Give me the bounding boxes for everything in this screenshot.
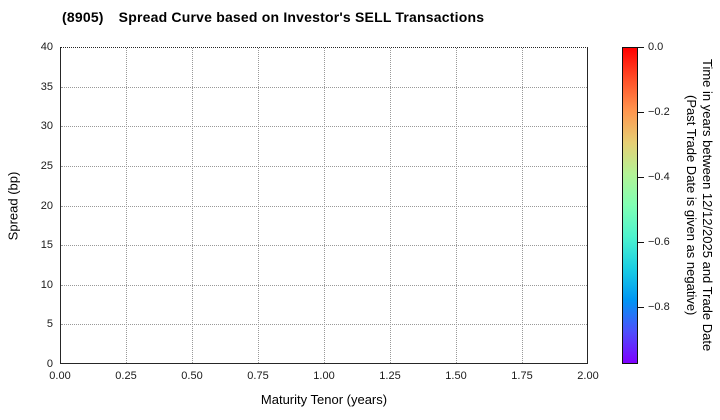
- colorbar-tick-label: −0.6: [648, 236, 670, 249]
- ticker-code: (8905): [62, 9, 104, 25]
- x-tick-label: 1.50: [445, 370, 467, 382]
- y-axis-label: Spread (bp): [5, 171, 21, 241]
- gridline-horizontal: [61, 245, 587, 247]
- chart-title: (8905) Spread Curve based on Investor's S…: [62, 9, 484, 25]
- y-tick-label: 20: [40, 199, 53, 212]
- x-tick-label: 0.75: [247, 370, 269, 382]
- x-tick-label: 1.75: [511, 370, 533, 382]
- x-tick-label: 1.25: [379, 370, 401, 382]
- gridline-horizontal: [61, 324, 587, 326]
- colorbar-tick: [638, 307, 644, 308]
- y-tick-label: 40: [40, 41, 53, 53]
- gridline-horizontal: [61, 165, 587, 167]
- y-tick-label: 35: [40, 80, 53, 93]
- colorbar-label-line1: Time in years between 12/12/2025 and Tra…: [700, 59, 715, 352]
- gridline-horizontal: [61, 86, 587, 88]
- x-tick-label: 2.00: [577, 370, 599, 382]
- gridline-horizontal: [61, 284, 587, 286]
- colorbar-axis-label: Time in years between 12/12/2025 and Tra…: [683, 47, 715, 364]
- colorbar-tick: [638, 177, 644, 178]
- colorbar-tick-label: 0.0: [648, 41, 664, 53]
- colorbar-tick-label: −0.8: [648, 301, 670, 314]
- gridline-horizontal: [61, 205, 587, 207]
- y-tick-label: 30: [40, 120, 53, 133]
- colorbar-label-line2: (Past Trade Date is given as negative): [684, 95, 699, 316]
- colorbar-tick-label: −0.2: [648, 106, 670, 119]
- y-tick-label: 5: [46, 318, 53, 331]
- colorbar-tick-label: −0.4: [648, 171, 670, 184]
- gridline-horizontal: [61, 126, 587, 128]
- colorbar-tick: [638, 47, 644, 48]
- chart-title-text: Spread Curve based on Investor's SELL Tr…: [118, 9, 485, 25]
- plot-area: [60, 47, 588, 364]
- colorbar: [622, 47, 638, 364]
- y-tick-label: 0: [46, 358, 53, 370]
- x-tick-label: 0.50: [181, 370, 203, 382]
- x-tick-label: 0.00: [49, 370, 71, 382]
- x-tick-label: 1.00: [313, 370, 335, 382]
- y-tick-label: 15: [40, 239, 53, 252]
- colorbar-tick: [638, 242, 644, 243]
- y-tick-label: 10: [40, 278, 53, 291]
- x-axis-label: Maturity Tenor (years): [260, 392, 388, 407]
- colorbar-tick: [638, 112, 644, 113]
- x-tick-label: 0.25: [115, 370, 137, 382]
- y-tick-label: 25: [40, 159, 53, 172]
